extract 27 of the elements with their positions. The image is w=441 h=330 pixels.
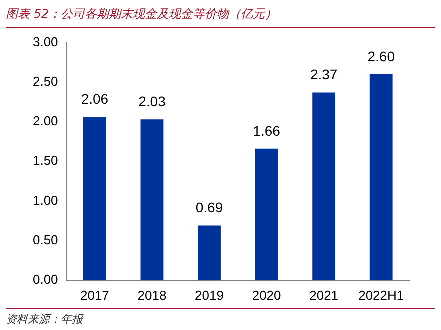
data-label: 2.03 [138,93,166,110]
x-tick-label: 2017 [80,288,110,303]
data-label: 2.37 [310,66,338,83]
data-label: 2.06 [81,91,109,108]
bar [255,148,278,280]
x-tick-label: 2020 [252,288,282,303]
y-tick-label: 3.00 [32,34,58,50]
data-label: 2.60 [368,48,396,64]
x-tick-label: 2018 [138,288,167,303]
y-tick-label: 2.50 [32,74,58,89]
bar [312,92,336,280]
x-tick-label: 2022H1 [358,288,404,303]
data-label: 1.66 [253,122,281,139]
y-tick-label: 1.50 [32,153,58,168]
x-tick-label: 2021 [310,288,339,303]
y-tick-label: 0.00 [32,272,58,287]
x-tick-label: 2019 [195,288,224,303]
y-tick-label: 2.00 [32,114,58,129]
text: 资料来源：年报 [6,313,83,326]
chart-title: 图表 52：公司各期期末现金及现金等价物（亿元） [6,6,435,28]
bar [370,74,393,280]
data-label: 0.69 [196,200,224,216]
y-tick-label: 1.00 [32,192,58,208]
bar [83,117,106,280]
bar [198,226,221,280]
bar [140,120,164,280]
y-tick-label: 0.50 [32,232,58,248]
